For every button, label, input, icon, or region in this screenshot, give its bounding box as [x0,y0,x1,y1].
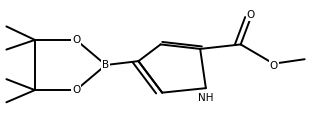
Text: O: O [72,35,80,45]
Text: O: O [247,10,255,20]
Text: O: O [72,85,80,95]
Text: O: O [269,61,278,71]
Text: NH: NH [198,93,214,103]
Text: B: B [102,60,109,70]
